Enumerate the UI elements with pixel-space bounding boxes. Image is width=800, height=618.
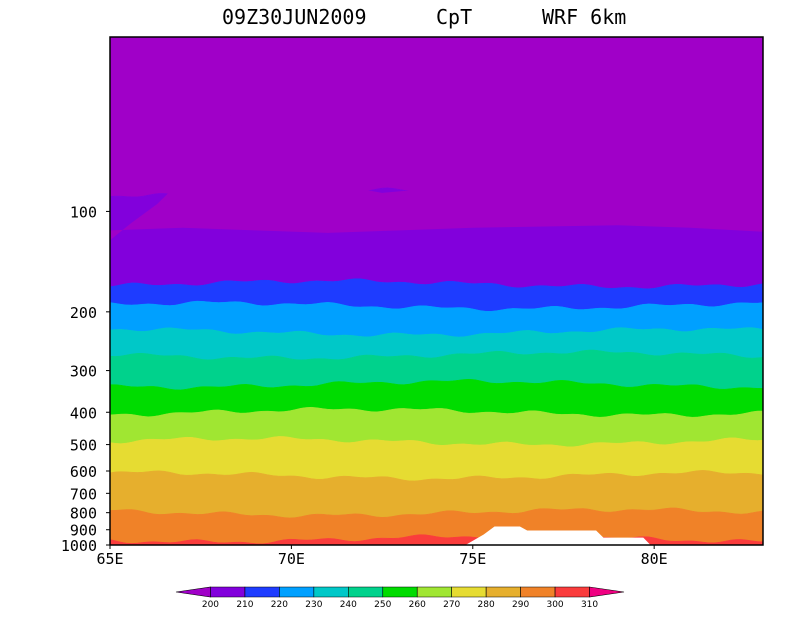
y-tick-label: 700 <box>70 485 97 503</box>
y-tick-label: 100 <box>70 203 97 221</box>
colorbar-label: 300 <box>546 600 563 610</box>
colorbar-label: 250 <box>374 600 391 610</box>
frame-border <box>109 36 764 546</box>
colorbar-segment <box>554 586 590 598</box>
y-tick-label: 200 <box>70 304 97 322</box>
x-tick-label: 70E <box>278 550 305 568</box>
contour-band <box>110 111 763 241</box>
colorbar-label: 280 <box>478 600 495 610</box>
colorbar: 200 210 220 230 240 250 260 270 280 290 300 310 <box>175 586 625 610</box>
title-part: CpT <box>436 5 472 29</box>
colorbar-segment <box>451 586 487 598</box>
terrain-shape <box>465 526 651 545</box>
colorbar-segment <box>279 586 315 598</box>
colorbar-segment <box>485 586 521 598</box>
colorbar-segment <box>210 586 246 598</box>
terrain-mask <box>465 526 651 545</box>
colorbar-segment <box>382 586 418 598</box>
colorbar-segment <box>348 586 384 598</box>
colorbar-label: 230 <box>305 600 322 610</box>
title-part: WRF 6km <box>542 5 626 29</box>
y-tick-label: 800 <box>70 505 97 523</box>
colorbar-label: 260 <box>409 600 426 610</box>
y-tick-label: 500 <box>70 437 97 455</box>
colorbar-segment <box>313 586 349 598</box>
plot-area <box>109 36 764 546</box>
y-tick-label: 400 <box>70 404 97 422</box>
colorbar-label: 200 <box>202 600 219 610</box>
plot-frame <box>109 36 764 546</box>
colorbar-segment <box>589 586 625 598</box>
colorbar-label: 220 <box>271 600 288 610</box>
colorbar-segment <box>520 586 556 598</box>
colorbar-label: 290 <box>512 600 529 610</box>
x-axis: 65E 70E 75E 80E <box>96 545 668 568</box>
x-tick-label: 75E <box>459 550 486 568</box>
y-tick-label: 1000 <box>61 537 97 555</box>
y-tick-label: 300 <box>70 363 97 381</box>
colorbar-label: 270 <box>443 600 460 610</box>
y-tick-label: 600 <box>70 463 97 481</box>
colorbar-label: 210 <box>236 600 253 610</box>
y-tick-label: 900 <box>70 522 97 540</box>
x-tick-label: 65E <box>96 550 123 568</box>
chart-title: 09Z30JUN2009 CpT WRF 6km <box>222 5 626 29</box>
colorbar-label: 310 <box>581 600 598 610</box>
colorbar-segment <box>175 586 211 598</box>
colorbar-label: 240 <box>340 600 357 610</box>
x-tick-label: 80E <box>641 550 668 568</box>
title-part: 09Z30JUN2009 <box>222 5 367 29</box>
colorbar-segment <box>416 586 452 598</box>
colorbar-segment <box>244 586 280 598</box>
